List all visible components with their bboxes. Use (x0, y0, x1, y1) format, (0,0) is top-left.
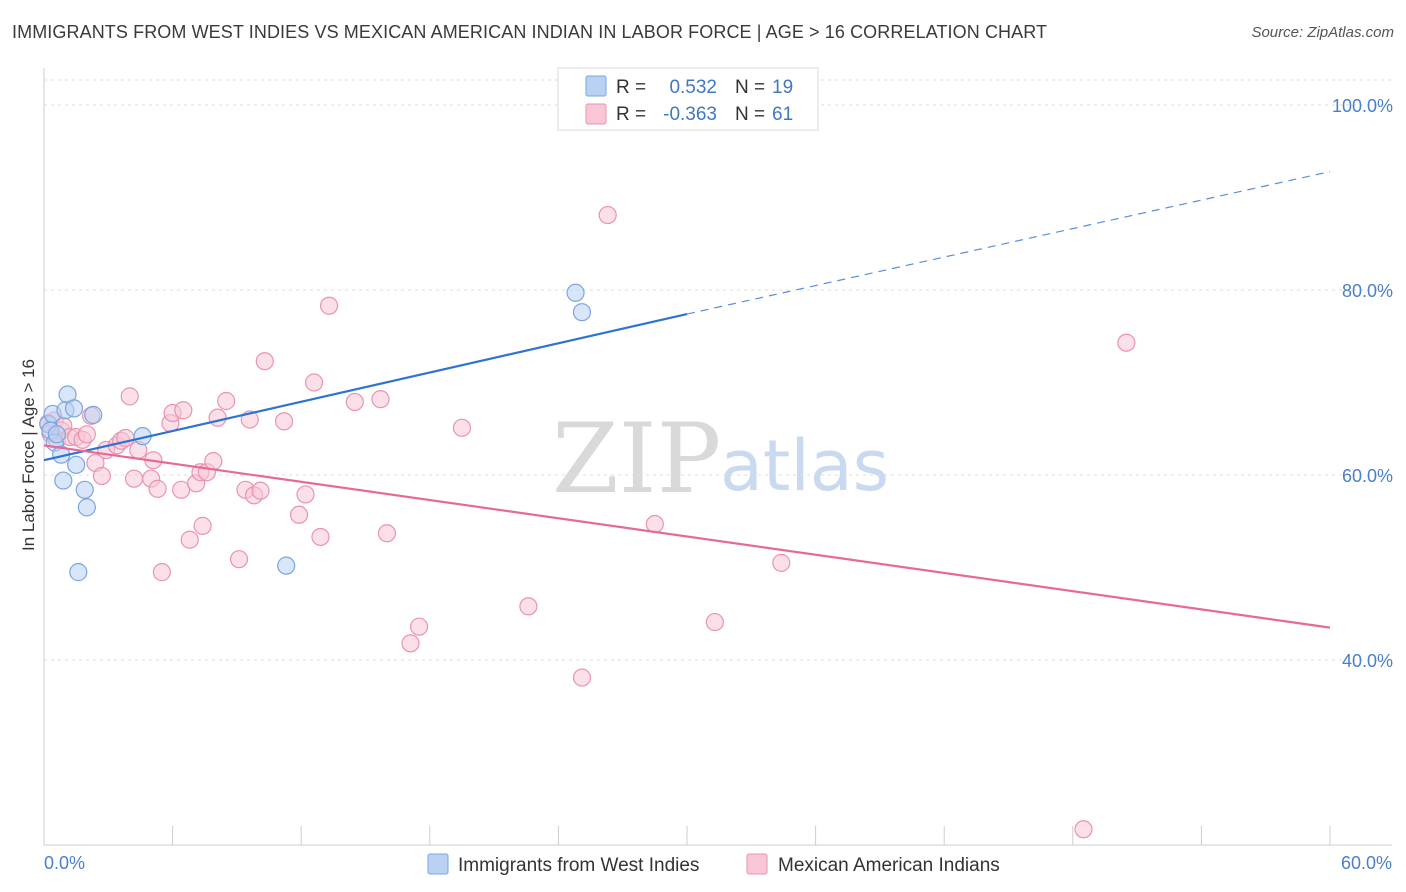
data-point-mexican-american-indians (519, 597, 538, 616)
legend-swatch-series1 (585, 75, 607, 97)
data-point-immigrants-west-indies (84, 405, 103, 424)
data-point-mexican-american-indians (174, 401, 193, 420)
legend-r-value-2: -0.363 (663, 104, 717, 125)
watermark-zip: ZIP (552, 403, 721, 515)
data-point-mexican-american-indians (345, 392, 364, 412)
y-tick-label: 80.0% (1342, 281, 1393, 301)
series-legend: Immigrants from West Indies Mexican Amer… (427, 853, 1000, 876)
data-point-immigrants-west-indies (54, 471, 73, 490)
axes (43, 68, 1392, 846)
bottom-legend-swatch-series1 (427, 853, 449, 875)
legend-n-value-1: 19 (772, 77, 793, 98)
data-point-mexican-american-indians (217, 391, 236, 411)
data-point-mexican-american-indians (124, 469, 144, 488)
data-point-mexican-american-indians (274, 412, 294, 431)
x-tick-label: 60.0% (1341, 853, 1392, 873)
data-point-mexican-american-indians (296, 485, 315, 504)
data-point-immigrants-west-indies (67, 455, 86, 474)
data-point-mexican-american-indians (251, 481, 270, 500)
data-point-mexican-american-indians (1117, 333, 1136, 352)
data-point-mexican-american-indians (77, 425, 96, 444)
legend-n-label-2: N = (735, 104, 765, 125)
data-point-immigrants-west-indies (566, 283, 585, 302)
data-point-mexican-american-indians (255, 352, 274, 371)
data-point-mexican-american-indians (645, 514, 664, 534)
bottom-legend-label-series2: Mexican American Indians (778, 855, 1000, 876)
data-point-mexican-american-indians (598, 205, 617, 225)
data-point-mexican-american-indians (92, 466, 111, 486)
data-point-mexican-american-indians (371, 390, 390, 409)
data-point-mexican-american-indians (120, 387, 139, 406)
data-point-mexican-american-indians (311, 527, 330, 547)
watermark: ZIP atlas (552, 403, 889, 515)
bottom-legend-label-series1: Immigrants from West Indies (458, 855, 699, 876)
data-point-mexican-american-indians (401, 634, 420, 653)
data-point-mexican-american-indians (148, 479, 167, 498)
x-tick-label: 0.0% (44, 853, 85, 873)
data-point-immigrants-west-indies (572, 303, 592, 322)
y-tick-label: 40.0% (1342, 651, 1393, 671)
data-point-mexican-american-indians (208, 408, 227, 427)
legend-n-value-2: 61 (772, 104, 793, 125)
legend-r-label-2: R = (616, 104, 646, 125)
data-point-mexican-american-indians (319, 296, 339, 315)
data-point-immigrants-west-indies (77, 498, 96, 517)
data-point-mexican-american-indians (304, 373, 324, 392)
trend-lines (43, 171, 1331, 629)
data-point-mexican-american-indians (152, 563, 171, 582)
y-tick-label: 100.0% (1332, 96, 1393, 116)
data-point-mexican-american-indians (180, 530, 199, 549)
data-point-mexican-american-indians (289, 505, 309, 524)
watermark-atlas: atlas (720, 425, 889, 507)
grid-lines (44, 79, 1392, 661)
data-point-immigrants-west-indies (69, 563, 88, 582)
data-point-mexican-american-indians (572, 668, 592, 687)
y-tick-labels: 40.0% 60.0% 80.0% 100.0% (1332, 96, 1393, 671)
data-point-mexican-american-indians (172, 480, 191, 499)
source-label: Source: ZipAtlas.com (1251, 24, 1394, 41)
data-point-immigrants-west-indies (75, 480, 94, 499)
data-point-mexican-american-indians (193, 516, 212, 535)
data-point-mexican-american-indians (452, 418, 472, 437)
data-point-immigrants-west-indies (47, 425, 66, 444)
trend-line-extension-immigrants-west-indies (686, 171, 1331, 315)
data-point-mexican-american-indians (705, 612, 724, 632)
legend-r-label-1: R = (616, 77, 646, 98)
data-point-mexican-american-indians (409, 617, 429, 636)
legend-n-label-1: N = (735, 77, 765, 98)
data-point-immigrants-west-indies (64, 399, 84, 418)
bottom-legend-swatch-series2 (746, 853, 768, 875)
data-point-mexican-american-indians (204, 452, 223, 471)
data-point-immigrants-west-indies (277, 556, 296, 575)
y-tick-label: 60.0% (1342, 466, 1393, 486)
series-immigrants-west-indies-points (39, 283, 592, 582)
correlation-legend: R = 0.532 N = 19 R = -0.363 N = 61 (557, 67, 819, 131)
legend-swatch-series2 (585, 103, 607, 125)
y-axis-label: In Labor Force | Age > 16 (19, 359, 38, 551)
trend-line-immigrants-west-indies (43, 312, 688, 462)
data-point-mexican-american-indians (1074, 820, 1093, 839)
legend-r-value-1: 0.532 (669, 77, 717, 98)
x-tick-labels: 0.0% 60.0% (44, 853, 1392, 873)
trend-line-mexican-american-indians (43, 444, 1331, 629)
data-point-mexican-american-indians (377, 524, 397, 543)
data-point-mexican-american-indians (772, 553, 791, 572)
chart-title: IMMIGRANTS FROM WEST INDIES VS MEXICAN A… (12, 22, 1048, 42)
data-point-mexican-american-indians (229, 550, 249, 569)
